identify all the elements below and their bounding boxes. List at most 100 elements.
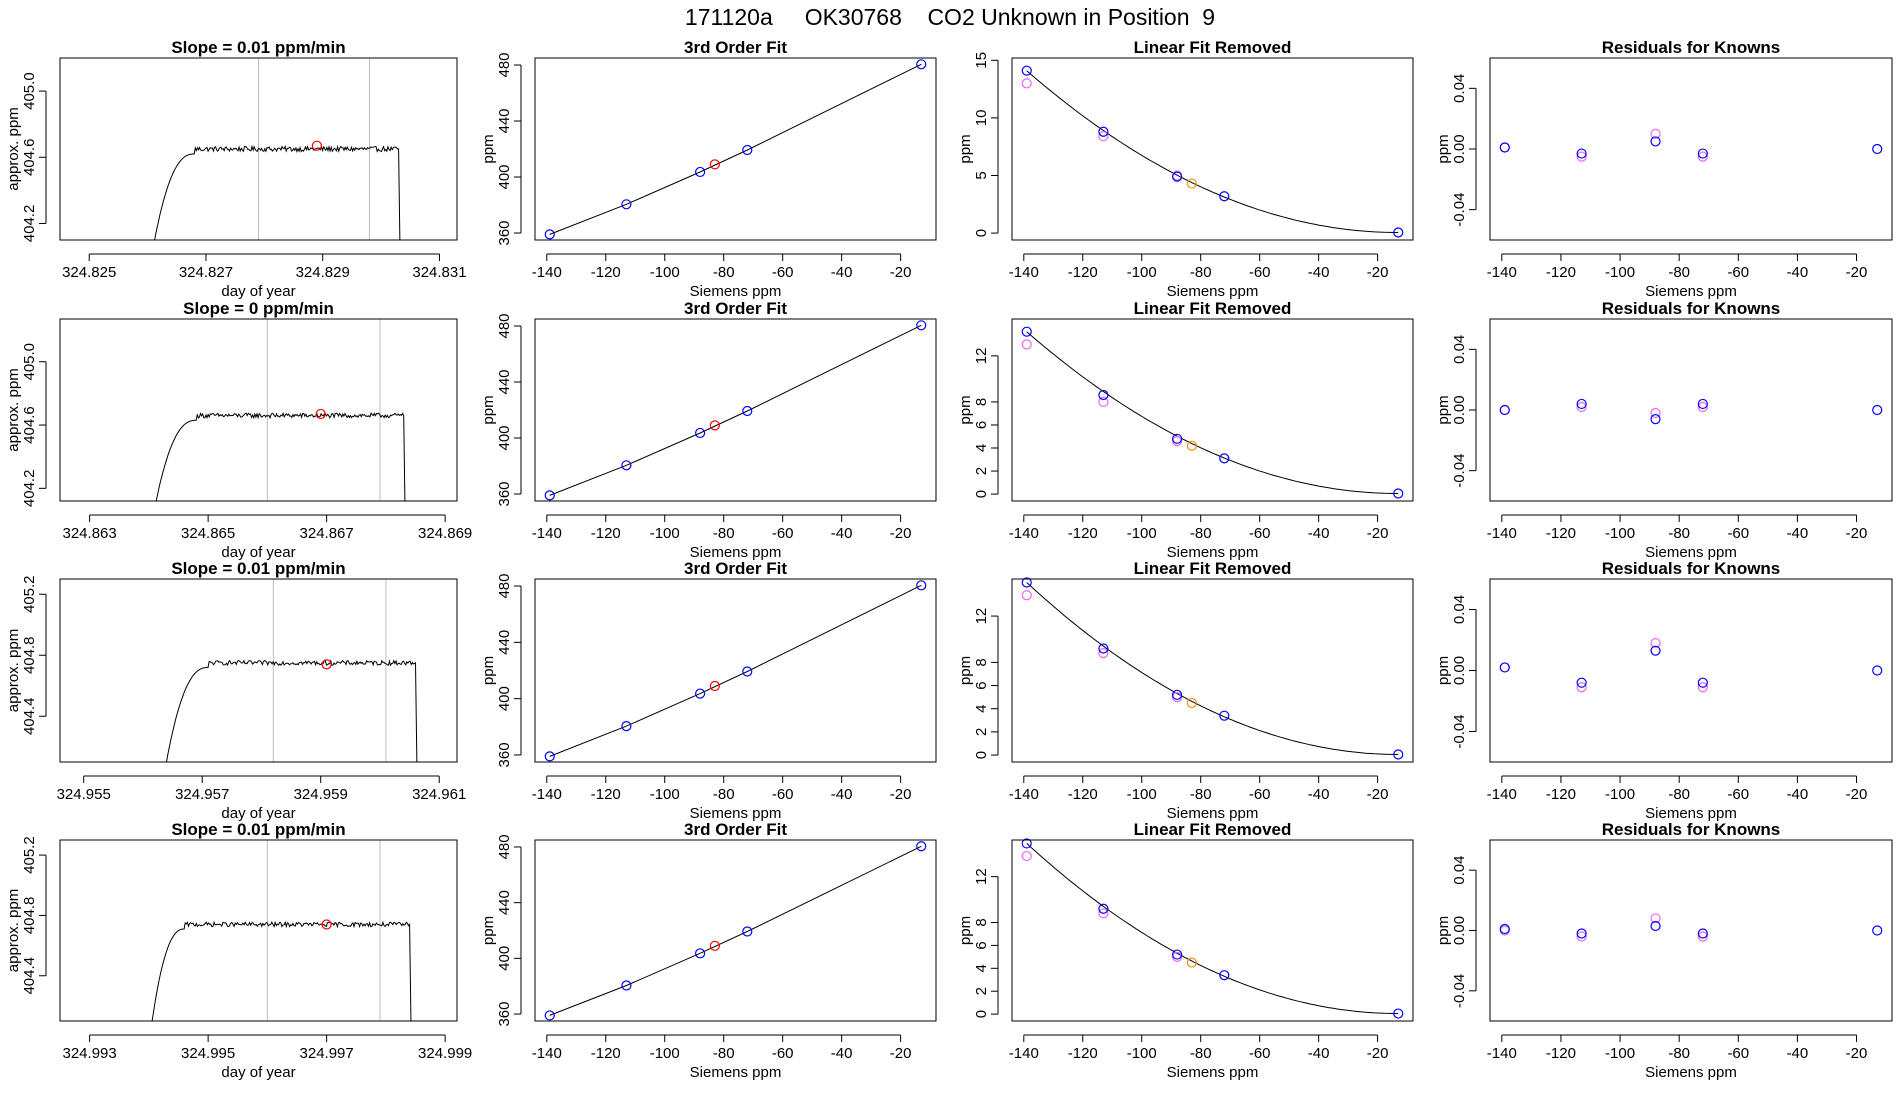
- row4-linres-x-label: Siemens ppm: [1167, 1064, 1259, 1081]
- row3-linres-y-label: ppm: [957, 656, 974, 685]
- row4-time-y-tick-label-3: 405.2: [21, 836, 38, 874]
- row1-fit-x-tick-label-2: -120: [591, 264, 621, 281]
- row2-fit-y-tick-label-3: 440: [496, 369, 513, 394]
- row2-resid-title: Residuals for Knowns: [1602, 299, 1781, 318]
- row4-resid-y-tick-label-3: 0.04: [1451, 856, 1468, 885]
- row3-resid-x-tick-label-4: -80: [1668, 786, 1690, 803]
- row2-time-y-label: approx. ppm: [5, 368, 22, 451]
- row3-resid-x-tick-label-1: -140: [1487, 786, 1517, 803]
- row3-resid-magenta-point-2: [1576, 682, 1587, 693]
- row2-fit-known-point-3: [695, 427, 706, 439]
- row4-fit-y-label: ppm: [480, 916, 497, 945]
- row2-fit-x-tick-label-3: -100: [650, 525, 680, 542]
- row2-fit-frame: [534, 318, 937, 502]
- row3-resid-frame: [1489, 578, 1893, 763]
- row2-fit-x-tick-label-4: -80: [713, 525, 735, 542]
- row3-time-trace: [165, 658, 418, 762]
- row3-fit-x-label: Siemens ppm: [690, 805, 782, 822]
- row1-fit-x-tick-label-6: -40: [831, 264, 853, 281]
- row1-fit-title: 3rd Order Fit: [684, 38, 787, 57]
- row3-linres-y-tick-label-3: 4: [973, 705, 990, 713]
- row3-time-y-tick-label-1: 404.4: [21, 697, 38, 735]
- row4-fit-unknown-point: [709, 940, 720, 951]
- row3-fit-x-tick-label-2: -120: [591, 786, 621, 803]
- row3-time-marker-point: [321, 659, 332, 670]
- row3-linres-x-label: Siemens ppm: [1167, 805, 1259, 822]
- row2-resid-y-tick-label-1: -0.04: [1451, 454, 1468, 488]
- row2-resid-known-point-5: [1872, 404, 1883, 416]
- row3-resid-known-point-4: [1697, 677, 1708, 688]
- row4-linres-known-point-3: [1172, 949, 1183, 960]
- row4-fit-known-point-5: [916, 841, 927, 852]
- row4-fit-x-tick-label-5: -60: [772, 1045, 794, 1062]
- row3-resid-x-tick-label-6: -40: [1787, 786, 1809, 803]
- row3-linres-y-tick-label-5: 8: [973, 658, 990, 666]
- row4-resid-y-label: ppm: [1435, 916, 1452, 945]
- row4-time-y-label: approx. ppm: [5, 889, 22, 972]
- row1-linres-title: Linear Fit Removed: [1134, 38, 1292, 57]
- row3-linres-x-tick-label-4: -80: [1190, 786, 1212, 803]
- row2-time-y-tick-label-1: 404.2: [21, 470, 38, 508]
- row3-fit-x-tick-label-5: -60: [772, 786, 794, 803]
- row2-linres-y-tick-label-4: 6: [973, 421, 990, 429]
- row1-fit-known-point-5: [916, 59, 927, 70]
- row1-time-trace: [154, 144, 401, 240]
- row4-resid-y-tick-label-1: -0.04: [1451, 974, 1468, 1008]
- row4-linres-x-tick-label-6: -40: [1308, 1045, 1330, 1062]
- row2-linres-magenta-point-1: [1021, 339, 1032, 350]
- row4-fit-y-tick-label-3: 440: [496, 890, 513, 915]
- row4-linres-y-tick-label-3: 4: [973, 964, 990, 972]
- row4-linres-y-tick-label-5: 8: [973, 918, 990, 926]
- row1-time-y-tick-label-2: 404.6: [21, 138, 38, 176]
- row2-time-frame: [59, 318, 458, 502]
- row2-resid-known-point-4: [1697, 398, 1708, 410]
- row3-resid-y-tick-label-1: -0.04: [1451, 714, 1468, 748]
- row4-resid-magenta-point-4: [1697, 931, 1708, 942]
- row4-linres-y-tick-label-2: 2: [973, 987, 990, 995]
- row3-fit-x-tick-label-6: -40: [831, 786, 853, 803]
- row4-resid-known-point-4: [1697, 928, 1708, 939]
- row2-linres-y-tick-label-5: 8: [973, 398, 990, 406]
- row3-resid-known-point-1: [1499, 662, 1510, 673]
- row2-fit-x-tick-label-7: -20: [890, 525, 912, 542]
- row1-resid-frame: [1489, 57, 1893, 241]
- row3-resid-x-tick-label-3: -100: [1605, 786, 1635, 803]
- row3-linres-x-tick-label-7: -20: [1367, 786, 1389, 803]
- row2-resid-magenta-point-2: [1576, 401, 1587, 413]
- row2-resid-magenta-point-3: [1650, 407, 1661, 419]
- row1-linres-x-tick-label-4: -80: [1190, 264, 1212, 281]
- row1-linres-known-point-5: [1393, 227, 1404, 238]
- row3-fit-y-tick-label-2: 400: [496, 686, 513, 711]
- row2-resid-magenta-point-4: [1697, 401, 1708, 413]
- row3-linres-magenta-point-2: [1098, 648, 1109, 659]
- row2-resid-y-tick-label-2: 0.00: [1451, 395, 1468, 424]
- row4-fit-x-tick-label-7: -20: [890, 1045, 912, 1062]
- row2-resid-x-tick-label-6: -40: [1787, 525, 1809, 542]
- row1-fit-x-tick-label-3: -100: [650, 264, 680, 281]
- row2-linres-known-point-4: [1219, 453, 1230, 464]
- row2-time-x-tick-label-4: 324.869: [418, 525, 472, 542]
- row3-linres-magenta-point-1: [1021, 590, 1032, 601]
- row1-time-y-label: approx. ppm: [5, 107, 22, 190]
- row1-linres-frame: [1011, 57, 1414, 241]
- row2-resid-frame: [1489, 318, 1893, 502]
- row1-resid-magenta-point-2: [1576, 151, 1587, 162]
- row2-resid-known-point-2: [1576, 398, 1587, 410]
- row4-fit-known-point-1: [544, 1010, 555, 1021]
- row3-linres-known-point-2: [1098, 643, 1109, 654]
- row4-resid-known-point-1: [1499, 923, 1510, 935]
- row1-resid-magenta-point-4: [1697, 151, 1708, 162]
- row4-time-trace: [151, 920, 412, 1021]
- figure-title: 171120a OK30768 CO2 Unknown in Position …: [684, 4, 1216, 30]
- row3-fit-y-tick-label-3: 440: [496, 630, 513, 655]
- row4-linres-known-point-5: [1393, 1008, 1404, 1019]
- row3-linres-unknown-point: [1186, 697, 1197, 709]
- row3-linres-y-tick-label-6: 12: [973, 608, 990, 625]
- row2-time-x-tick-label-2: 324.865: [181, 525, 235, 542]
- row3-linres-known-point-3: [1172, 689, 1183, 700]
- row3-linres-known-point-4: [1219, 710, 1230, 721]
- row4-fit-x-tick-label-4: -80: [713, 1045, 735, 1062]
- row4-resid-x-tick-label-2: -120: [1546, 1045, 1576, 1062]
- row2-linres-x-tick-label-5: -60: [1249, 525, 1271, 542]
- row3-linres-x-tick-label-1: -140: [1009, 786, 1039, 803]
